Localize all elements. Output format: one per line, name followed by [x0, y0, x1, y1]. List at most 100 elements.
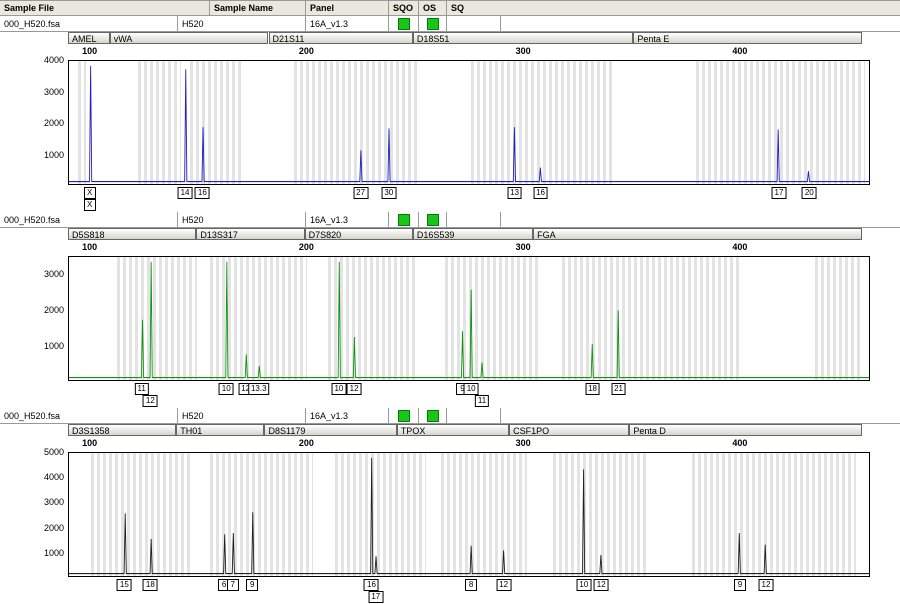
locus-label[interactable]: Penta D [629, 424, 862, 436]
allele-label[interactable]: 27 [353, 187, 368, 199]
trace-line [69, 257, 869, 380]
allele-label[interactable]: 17 [772, 187, 787, 199]
allele-label[interactable]: 10 [576, 579, 591, 591]
locus-label[interactable]: TPOX [397, 424, 509, 436]
locus-label[interactable]: Penta E [633, 32, 862, 44]
sample-meta-row: 000_H520.fsaH52016A_v1.3 [0, 212, 900, 228]
x-axis: 100200300400 [68, 438, 870, 452]
locus-label[interactable]: AMEL [68, 32, 110, 44]
trace-line [69, 453, 869, 576]
y-tick-label: 1000 [4, 341, 64, 351]
allele-label[interactable]: 16 [533, 187, 548, 199]
trace-line [69, 61, 869, 184]
electropherogram-panel: 1000200030004000100200300400 [0, 46, 900, 186]
x-axis: 100200300400 [68, 242, 870, 256]
locus-label[interactable]: FGA [533, 228, 862, 240]
col-sqo[interactable]: SQO [389, 1, 419, 15]
sample-meta-row: 000_H520.fsaH52016A_v1.3 [0, 16, 900, 32]
x-tick-label: 300 [516, 438, 531, 448]
sqo-led-cell [389, 16, 419, 31]
allele-label[interactable]: 20 [802, 187, 817, 199]
locus-label[interactable]: D16S539 [413, 228, 533, 240]
allele-label[interactable]: 9 [734, 579, 746, 591]
electropherogram-panel: 10002000300040005000100200300400 [0, 438, 900, 578]
locus-label[interactable]: CSF1PO [509, 424, 629, 436]
col-sample-file[interactable]: Sample File [0, 1, 210, 15]
status-led-icon [427, 410, 439, 422]
col-sample-name[interactable]: Sample Name [210, 1, 306, 15]
sample-meta-row: 000_H520.fsaH52016A_v1.3 [0, 408, 900, 424]
locus-label[interactable]: vWA [110, 32, 269, 44]
plot-wrap: 100200300400 [68, 438, 870, 577]
locus-label[interactable]: D18S51 [413, 32, 634, 44]
locus-bar: D5S818D13S317D7S820D16S539FGA [68, 228, 870, 242]
allele-label[interactable]: 10 [464, 383, 479, 395]
x-tick-label: 200 [299, 46, 314, 56]
locus-label[interactable]: D21S11 [269, 32, 413, 44]
allele-label[interactable]: 10 [219, 383, 234, 395]
os-led-cell [419, 212, 447, 227]
allele-label[interactable]: 16 [195, 187, 210, 199]
allele-label[interactable]: 12 [496, 579, 511, 591]
x-tick-label: 400 [732, 46, 747, 56]
allele-label[interactable]: 21 [611, 383, 626, 395]
allele-label[interactable]: 12 [143, 395, 158, 407]
allele-labels-row: XX1416273013161720 [68, 186, 870, 212]
plot-area[interactable] [68, 256, 870, 381]
allele-label[interactable]: 12 [594, 579, 609, 591]
allele-label[interactable]: 12 [347, 383, 362, 395]
col-panel[interactable]: Panel [306, 1, 389, 15]
plot-area[interactable] [68, 452, 870, 577]
allele-labels-row: 151867916178121012912 [68, 578, 870, 604]
locus-bar: AMELvWAD21S11D18S51Penta E [68, 32, 870, 46]
allele-label[interactable]: 7 [227, 579, 239, 591]
allele-label[interactable]: 11 [475, 395, 489, 407]
allele-label[interactable]: 12 [759, 579, 774, 591]
x-tick-label: 200 [299, 438, 314, 448]
allele-label[interactable]: 10 [331, 383, 346, 395]
locus-label[interactable]: D8S1179 [264, 424, 396, 436]
allele-label[interactable]: 16 [364, 579, 379, 591]
sample-file-cell: 000_H520.fsa [0, 16, 178, 31]
sq-cell [447, 408, 501, 423]
allele-label[interactable]: 11 [135, 383, 149, 395]
allele-label[interactable]: 13.3 [248, 383, 270, 395]
allele-label[interactable]: 13 [507, 187, 522, 199]
plot-wrap: 100200300400 [68, 46, 870, 185]
col-sq[interactable]: SQ [447, 1, 501, 15]
status-led-icon [398, 18, 410, 30]
locus-label[interactable]: D13S317 [196, 228, 304, 240]
allele-label[interactable]: 14 [178, 187, 193, 199]
col-os[interactable]: OS [419, 1, 447, 15]
allele-label[interactable]: X [84, 199, 96, 211]
status-led-icon [427, 214, 439, 226]
allele-label[interactable]: 8 [465, 579, 477, 591]
sqo-led-cell [389, 408, 419, 423]
plot-area[interactable] [68, 60, 870, 185]
allele-label[interactable]: 9 [246, 579, 258, 591]
column-header-row: Sample File Sample Name Panel SQO OS SQ [0, 0, 900, 16]
allele-label[interactable]: X [84, 187, 96, 199]
status-led-icon [398, 214, 410, 226]
locus-label[interactable]: TH01 [176, 424, 264, 436]
y-tick-label: 3000 [4, 87, 64, 97]
allele-label[interactable]: 30 [381, 187, 396, 199]
y-tick-label: 1000 [4, 150, 64, 160]
panel-name-cell: 16A_v1.3 [306, 408, 389, 423]
os-led-cell [419, 408, 447, 423]
locus-label[interactable]: D3S1358 [68, 424, 176, 436]
y-axis: 10002000300040005000 [0, 438, 68, 577]
allele-label[interactable]: 15 [117, 579, 132, 591]
x-tick-label: 300 [516, 242, 531, 252]
sample-name-cell: H520 [178, 212, 306, 227]
y-axis: 100020003000 [0, 242, 68, 381]
y-tick-label: 3000 [4, 497, 64, 507]
allele-label[interactable]: 17 [368, 591, 383, 603]
locus-label[interactable]: D7S820 [305, 228, 413, 240]
sqo-led-cell [389, 212, 419, 227]
locus-label[interactable]: D5S818 [68, 228, 196, 240]
allele-label[interactable]: 18 [585, 383, 600, 395]
allele-label[interactable]: 18 [143, 579, 158, 591]
x-tick-label: 100 [82, 242, 97, 252]
locus-bar: D3S1358TH01D8S1179TPOXCSF1POPenta D [68, 424, 870, 438]
